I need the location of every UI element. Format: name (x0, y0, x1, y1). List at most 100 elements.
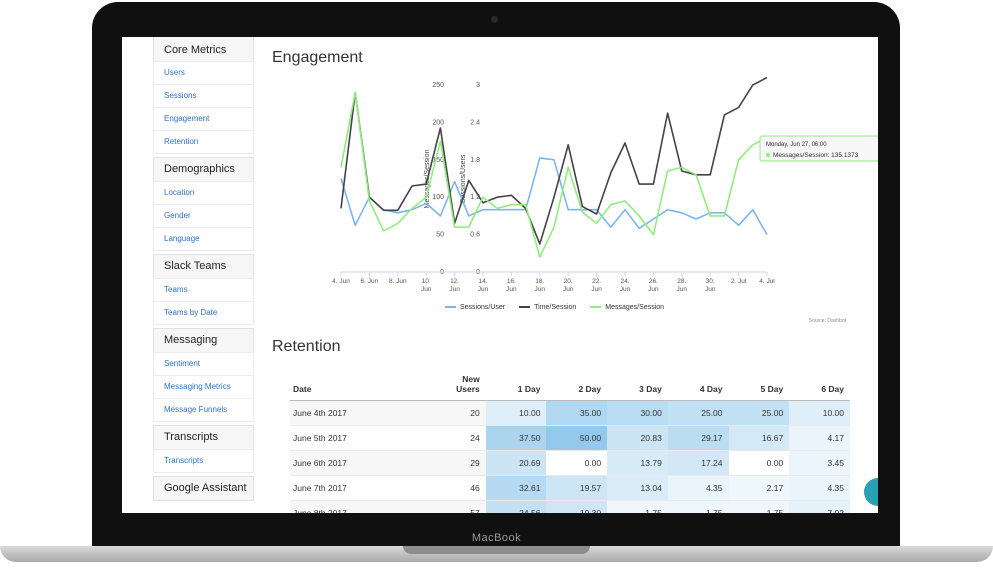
column-header: 5 Day (728, 368, 790, 401)
tooltip-value: Messages/Session: 135.1373 (773, 152, 859, 159)
engagement-title: Engagement (272, 49, 363, 66)
sidebar-item-messaging-metrics[interactable]: Messaging Metrics (153, 375, 254, 399)
sidebar-section-google-assistant: Google Assistant (153, 476, 254, 501)
x-tick-label: Jun (705, 286, 716, 293)
legend-item[interactable]: Time/Session (519, 304, 576, 311)
axis-tick-label: 100 (432, 194, 444, 201)
retention-cell: 13.04 (607, 475, 668, 501)
sidebar-item-message-funnels[interactable]: Message Funnels (153, 398, 254, 422)
column-header: 2 Day (546, 368, 608, 401)
sidebar-item-sessions[interactable]: Sessions (153, 84, 254, 108)
x-tick-label: 22. (592, 278, 601, 285)
legend-swatch (519, 306, 531, 309)
sidebar-item-language[interactable]: Language (153, 227, 254, 251)
axis-tick-label: 2.4 (470, 119, 480, 126)
sidebar-section-messaging: Messaging (153, 328, 254, 353)
x-tick-label: Jun (677, 286, 688, 293)
chart-legend: Sessions/User Time/Session Messages/Sessio… (445, 304, 664, 311)
chart-tooltip (759, 135, 878, 162)
legend-label: Sessions/User (460, 304, 506, 311)
retention-cell: 17.24 (667, 450, 729, 476)
axis-tick-label: 50 (436, 232, 444, 239)
retention-cell: 2.17 (728, 475, 790, 501)
retention-cell: 13.79 (607, 450, 668, 476)
axis-tick-label: 1.2 (470, 194, 480, 201)
sidebar-section-demographics: Demographics (153, 157, 254, 182)
retention-cell: 25.00 (728, 400, 790, 426)
retention-cell: 35.00 (546, 400, 608, 426)
series-line-sessions-user (340, 157, 768, 235)
x-tick-label: Jun (421, 286, 432, 293)
engagement-chart: 25020015010050032.41.81.20.60500k400k300… (332, 76, 878, 293)
x-tick-label: Jun (620, 286, 631, 293)
x-tick-label: 16. (507, 278, 516, 285)
axis-tick-label: 0.6 (470, 232, 480, 239)
table-row: June 8th 2017 57 24.56 19.30 1.75 1.75 1.75 7.0… (290, 500, 850, 513)
x-tick-label: Jun (506, 286, 517, 293)
sidebar-item-teams[interactable]: Teams (153, 278, 254, 302)
sidebar-item-retention[interactable]: Retention (153, 130, 254, 154)
x-tick-label: 26. (649, 278, 658, 285)
chat-button[interactable] (864, 478, 878, 506)
retention-cell: 3.45 (789, 450, 850, 476)
retention-cell: 16.67 (728, 425, 790, 451)
x-tick-label: Jun (563, 286, 574, 293)
legend-item[interactable]: Messages/Session (590, 304, 664, 311)
x-tick-label: 28. (677, 278, 686, 285)
x-tick-label: 4. Jul (759, 278, 775, 285)
retention-cell: 1.75 (667, 500, 729, 513)
x-tick-label: Jun (648, 286, 659, 293)
table-row: June 4th 2017 20 10.00 35.00 30.00 25.00 25.00… (290, 400, 850, 426)
x-tick-label: 6. Jun (361, 278, 379, 285)
retention-cell: 32.61 (485, 475, 547, 501)
y-axis-label-sessions: Sessions/Users (460, 154, 467, 203)
retention-cell: 37.50 (485, 425, 547, 451)
tooltip-date: Monday, Jun 27, 06:00 (766, 142, 827, 148)
sidebar-item-sentiment[interactable]: Sentiment (153, 352, 254, 376)
x-tick-label: 20. (564, 278, 573, 285)
date-cell: June 6th 2017 (290, 450, 424, 476)
sidebar-section-slack-teams: Slack Teams (153, 254, 254, 279)
sidebar-item-teams-by-date[interactable]: Teams by Date (153, 301, 254, 325)
x-tick-label: 18. (535, 278, 544, 285)
legend-swatch (445, 306, 456, 309)
sidebar-item-location[interactable]: Location (153, 181, 254, 205)
sidebar-item-gender[interactable]: Gender (153, 204, 254, 228)
table-header-row: Date New Users 1 Day 2 Day 3 Day 4 Day 5 Day 6 D… (290, 368, 850, 401)
axis-tick-label: 3 (476, 82, 480, 89)
x-tick-label: Jun (535, 286, 546, 293)
sidebar-item-transcripts[interactable]: Transcripts (153, 449, 254, 473)
retention-cell: 4.35 (789, 475, 850, 501)
retention-cell: 19.57 (546, 475, 608, 501)
sidebar-item-engagement[interactable]: Engagement (153, 107, 254, 131)
sidebar: Core Metrics Users Sessions Engagement Reten… (153, 37, 254, 513)
column-header: New Users (423, 368, 486, 401)
x-tick-label: 4. Jun (332, 278, 350, 285)
laptop-brand: MacBook (471, 532, 522, 544)
retention-cell: 19.30 (546, 500, 608, 513)
camera-icon (491, 16, 498, 23)
laptop-base (0, 546, 993, 562)
column-header: 1 Day (485, 368, 547, 401)
sidebar-item-users[interactable]: Users (153, 61, 254, 85)
x-tick-label: Jun (449, 286, 460, 293)
column-header: 6 Day (789, 368, 850, 401)
legend-item[interactable]: Sessions/User (445, 304, 505, 311)
laptop-notch (403, 546, 590, 554)
chart-source: Source: Dashbot (808, 318, 846, 324)
table-row: June 6th 2017 29 20.69 0.00 13.79 17.24 0.00 3.… (290, 450, 850, 476)
sidebar-section-core-metrics: Core Metrics (153, 37, 254, 62)
retention-cell: 0.00 (728, 450, 790, 476)
legend-swatch (590, 306, 602, 309)
table-row: June 5th 2017 24 37.50 50.00 20.83 29.17 16.67… (290, 425, 850, 451)
main-content: Engagement 25020015010050032.41.81.20.60… (272, 37, 878, 513)
axis-tick-label: 250 (432, 82, 444, 89)
new-users-cell: 57 (423, 500, 486, 513)
column-header: Date (290, 368, 424, 401)
date-cell: June 5th 2017 (290, 425, 424, 451)
retention-cell: 4.35 (667, 475, 729, 501)
date-cell: June 4th 2017 (290, 400, 424, 426)
retention-cell: 1.75 (607, 500, 668, 513)
axis-tick-label: 200 (432, 119, 444, 126)
series-line-messages-session (340, 91, 768, 258)
